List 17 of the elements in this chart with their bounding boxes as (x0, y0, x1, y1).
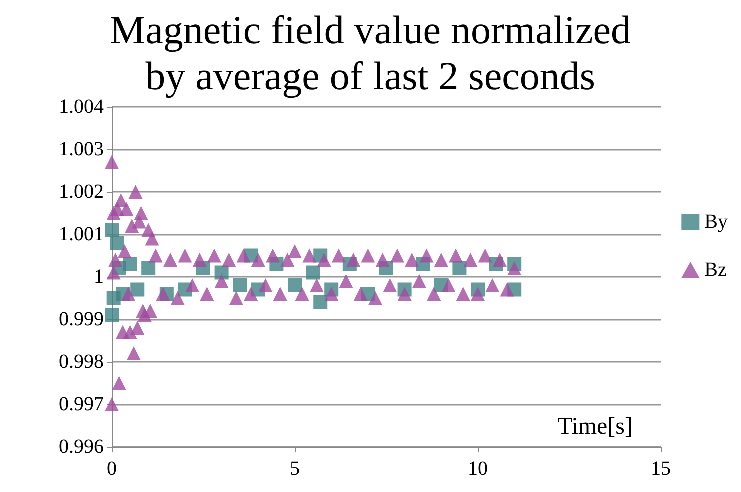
x-axis-title: Time[s] (558, 414, 634, 440)
y-tick-label: 1.004 (59, 96, 104, 118)
x-tick-label: 0 (107, 458, 117, 480)
x-tick-label: 10 (468, 458, 488, 480)
legend-label: Bz (704, 259, 727, 281)
y-tick-label: 0.998 (59, 351, 104, 373)
x-tick-label: 15 (651, 458, 671, 480)
y-tick-label: 0.996 (59, 436, 104, 458)
y-tick-label: 0.997 (59, 394, 104, 416)
y-tick-label: 1.002 (59, 181, 104, 203)
legend-label: By (704, 211, 728, 233)
chart-title: Magnetic field value normalized by average of last 2 seconds (110, 8, 631, 98)
y-tick-label: 0.999 (59, 308, 104, 330)
y-tick-label: 1 (94, 266, 104, 288)
y-tick-label: 1.001 (59, 224, 104, 246)
x-tick-label: 5 (290, 458, 300, 480)
y-tick-label: 1.003 (59, 138, 104, 160)
